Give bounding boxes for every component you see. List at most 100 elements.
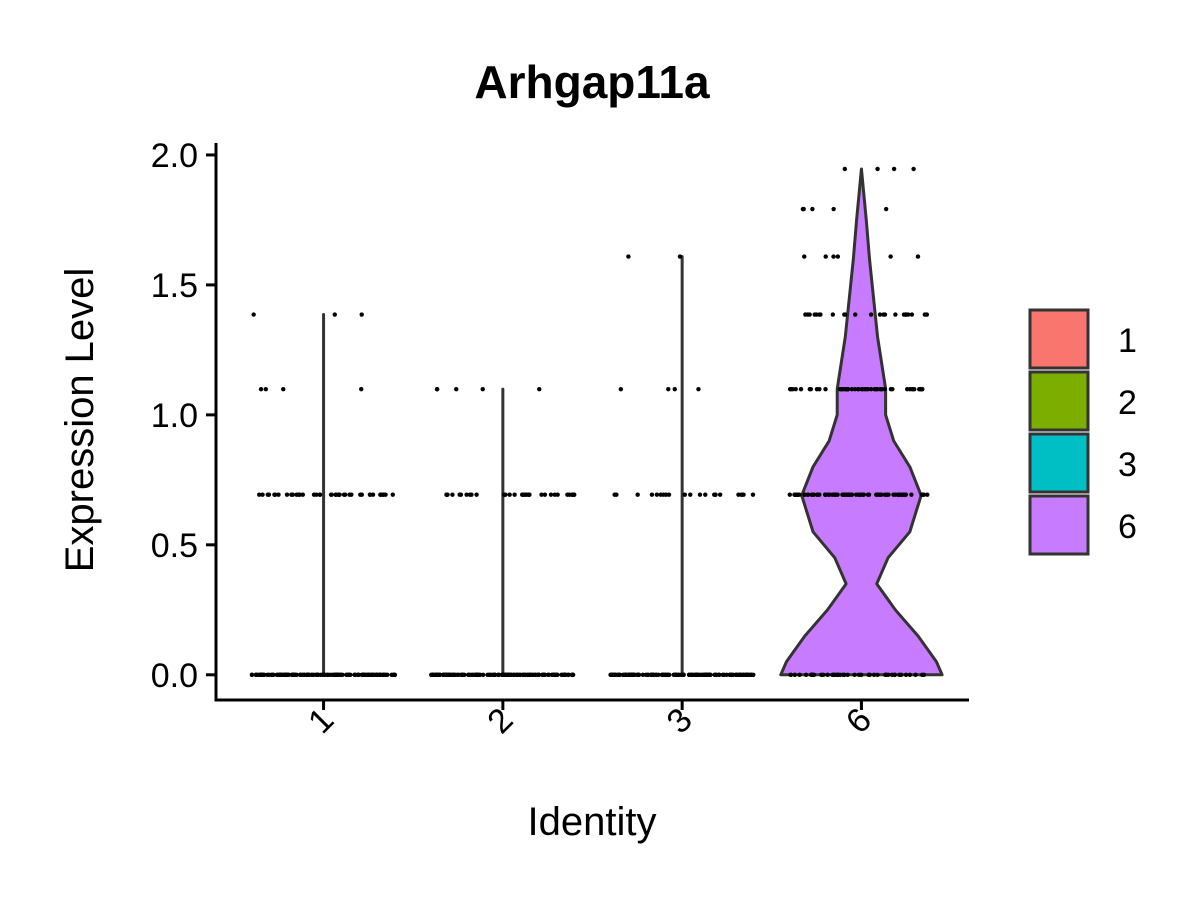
data-point: [430, 672, 436, 677]
data-point: [883, 672, 889, 677]
data-point: [256, 672, 262, 677]
data-point: [893, 312, 898, 317]
legend-label: 1: [1118, 322, 1137, 360]
data-point: [882, 312, 888, 317]
data-point: [875, 166, 880, 172]
data-point: [454, 386, 459, 392]
data-point: [739, 672, 745, 677]
data-point: [317, 492, 323, 497]
data-point: [909, 312, 915, 317]
data-point: [741, 492, 746, 497]
y-tick-label: 1.5: [151, 267, 198, 305]
data-point: [570, 672, 575, 677]
data-point: [361, 672, 366, 677]
data-point: [444, 492, 449, 497]
data-point: [434, 672, 440, 677]
data-point: [549, 672, 555, 677]
data-point: [260, 492, 265, 497]
data-point: [911, 386, 916, 392]
data-point: [467, 492, 473, 497]
data-point: [891, 166, 897, 172]
violin: [779, 167, 944, 677]
data-point: [871, 672, 877, 677]
data-point: [891, 492, 896, 497]
data-point: [315, 672, 321, 677]
data-point: [368, 492, 373, 497]
data-point: [480, 672, 486, 677]
data-point: [798, 386, 804, 392]
data-point: [539, 492, 544, 497]
data-point: [856, 492, 861, 497]
data-point: [835, 254, 841, 259]
data-point: [450, 672, 456, 677]
data-point: [814, 312, 819, 317]
data-point: [546, 672, 552, 677]
data-point: [810, 672, 815, 677]
data-point: [349, 492, 354, 497]
data-point: [289, 492, 294, 497]
data-point: [884, 492, 890, 497]
legend-key: [1028, 370, 1090, 432]
data-point: [359, 312, 364, 317]
data-point: [787, 386, 793, 392]
data-point: [519, 492, 525, 497]
legend-key: [1028, 308, 1090, 370]
data-point: [305, 672, 310, 677]
data-point: [803, 312, 808, 317]
data-point: [823, 492, 828, 497]
data-point: [840, 672, 846, 677]
data-point: [663, 672, 669, 677]
data-point: [888, 254, 893, 259]
data-point: [356, 672, 361, 677]
data-point: [861, 492, 867, 497]
data-point: [476, 672, 482, 677]
data-point: [859, 672, 864, 677]
data-point: [875, 672, 880, 677]
data-point: [897, 492, 902, 497]
data-point: [378, 672, 383, 677]
data-point: [852, 672, 857, 677]
data-point: [921, 672, 927, 677]
data-point: [321, 672, 327, 677]
data-point: [470, 672, 476, 677]
data-point: [342, 492, 348, 497]
data-point: [375, 672, 380, 677]
data-point: [509, 672, 514, 677]
data-point: [310, 672, 315, 677]
data-point: [868, 386, 874, 392]
data-point: [358, 492, 363, 497]
data-point: [681, 672, 686, 677]
data-point: [906, 312, 911, 317]
data-point: [333, 672, 338, 677]
data-point: [877, 312, 883, 317]
data-point: [571, 492, 576, 497]
data-point: [818, 312, 823, 317]
data-point: [702, 672, 708, 677]
data-point: [485, 672, 490, 677]
data-point: [565, 492, 570, 497]
data-point: [450, 492, 455, 497]
data-point: [686, 672, 692, 677]
x-axis-title: Identity: [528, 800, 657, 844]
data-point: [493, 672, 498, 677]
data-point: [434, 386, 440, 392]
chart-title: Arhgap11a: [474, 56, 710, 108]
data-point: [554, 672, 560, 677]
data-point: [865, 492, 871, 497]
data-point: [548, 492, 554, 497]
data-point: [251, 312, 256, 317]
data-point: [802, 492, 807, 497]
legend-key: [1028, 494, 1090, 556]
data-point: [879, 386, 884, 392]
data-point: [787, 492, 793, 497]
data-point: [626, 254, 631, 259]
data-point: [275, 672, 280, 677]
data-point: [447, 672, 452, 677]
data-point: [868, 312, 874, 317]
data-point: [663, 492, 669, 497]
data-point: [658, 492, 663, 497]
data-point: [462, 672, 467, 677]
data-point: [366, 672, 372, 677]
